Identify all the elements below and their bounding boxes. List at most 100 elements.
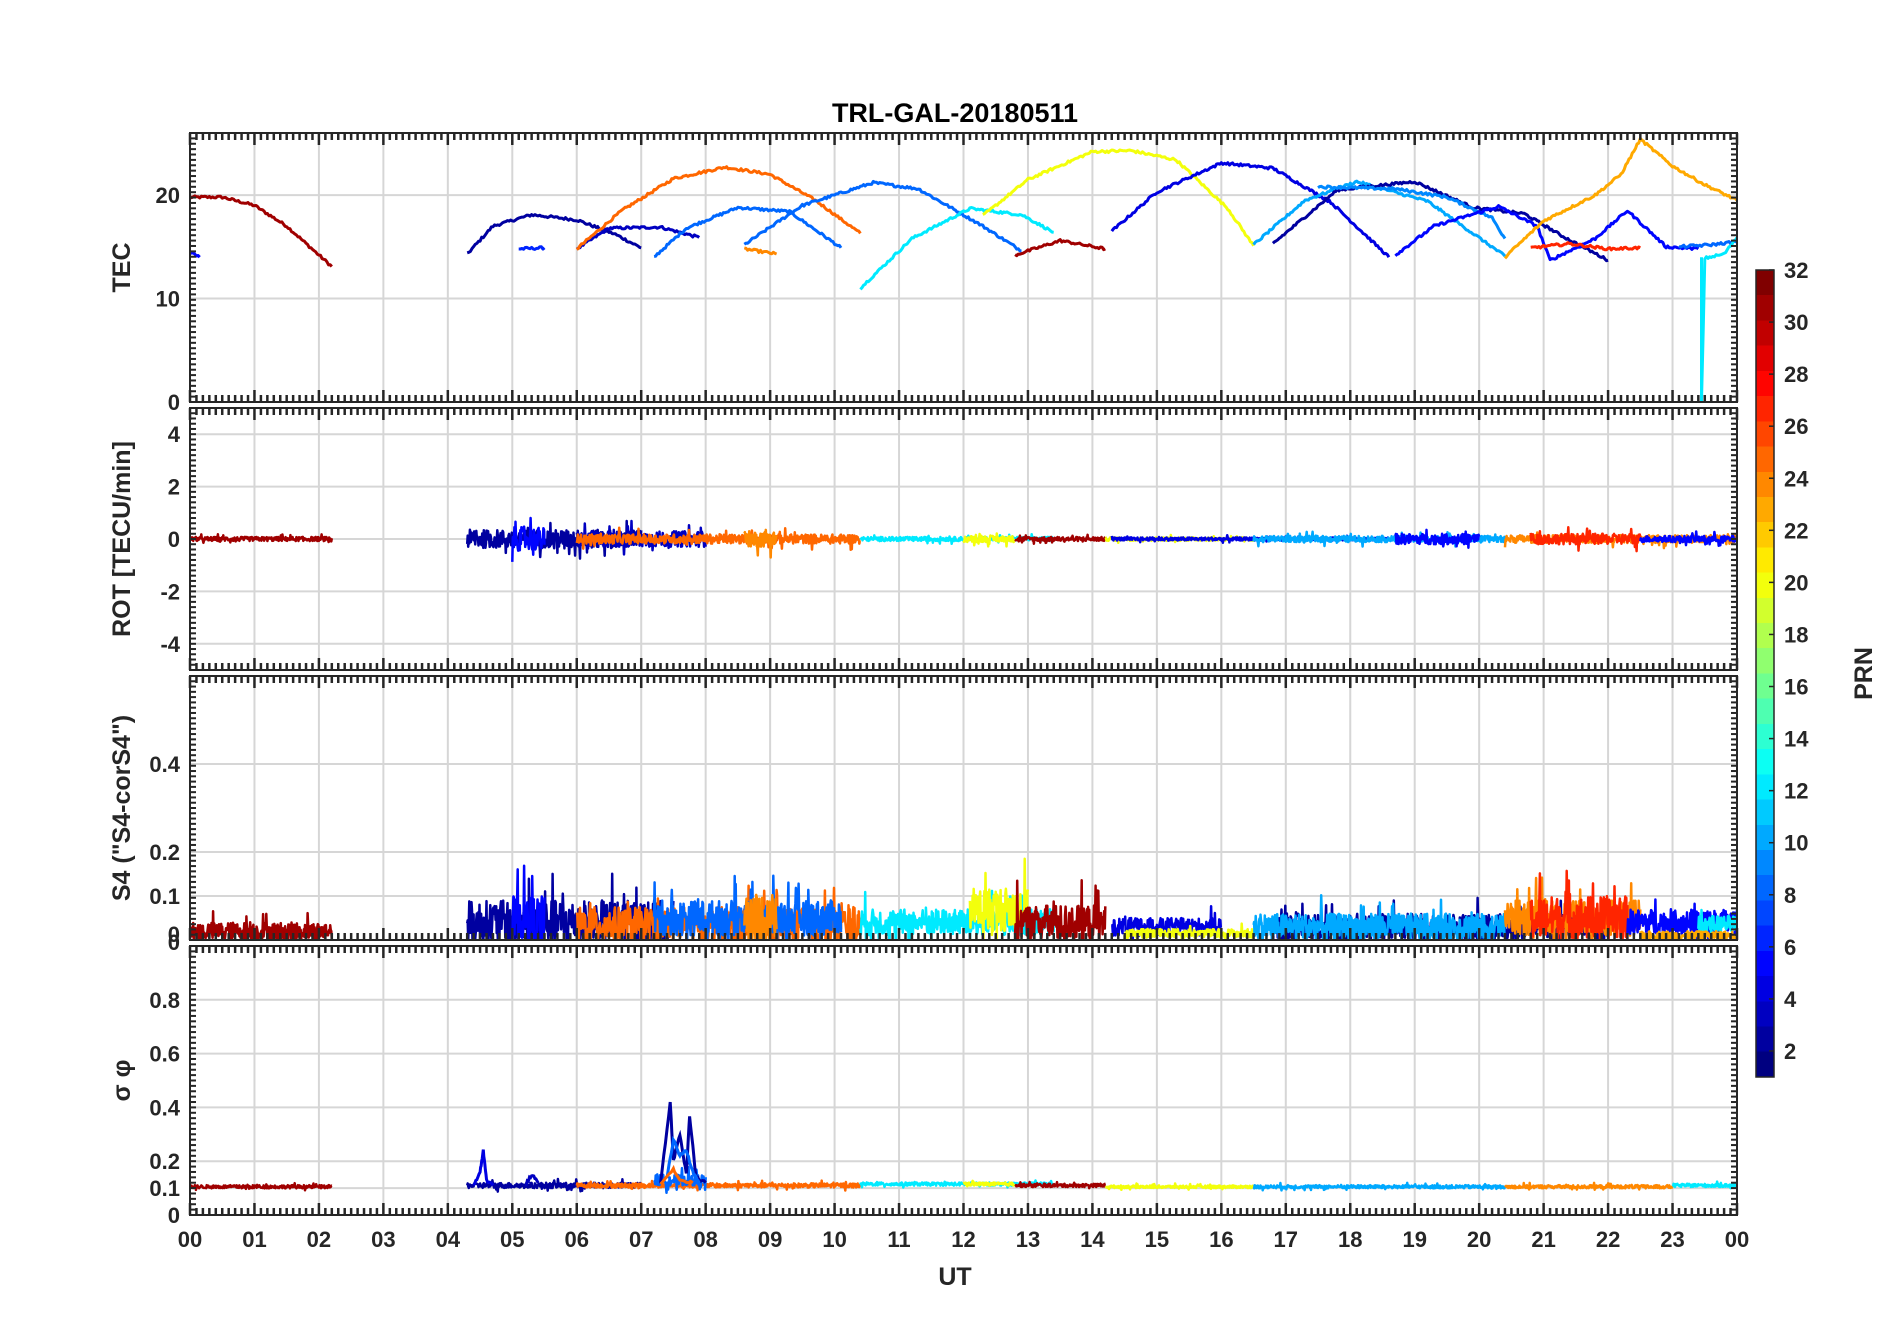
series-prn-27 — [1529, 869, 1629, 940]
series-prn-31 — [190, 194, 333, 268]
y-tick-label: 0.1 — [149, 884, 180, 909]
spike-prn-25 — [659, 1164, 694, 1186]
y-axis-title-tec: TEC — [108, 243, 136, 293]
x-tick-label: 09 — [758, 1227, 782, 1252]
series-prn-9 — [1317, 184, 1507, 240]
colorbar-tick-label: 28 — [1784, 362, 1808, 387]
series-prn-5 — [190, 250, 201, 259]
series-prn-2 — [1271, 180, 1609, 263]
x-tick-label: 16 — [1209, 1227, 1233, 1252]
y-tick-label: 4 — [168, 422, 181, 447]
x-tick-label: 01 — [242, 1227, 266, 1252]
x-tick-label: 21 — [1531, 1227, 1555, 1252]
x-tick-label: 07 — [629, 1227, 653, 1252]
x-tick-label: 10 — [822, 1227, 846, 1252]
y-tick-label: 0.4 — [149, 1095, 180, 1120]
y-tick-label: 0 — [168, 390, 180, 415]
series-group — [190, 857, 1737, 940]
y-tick-labels: 00 0.1 0.2 0.4 — [149, 752, 180, 955]
x-tick-label: 00 — [178, 1227, 202, 1252]
series-prn-20 — [962, 1179, 1016, 1188]
panel-rot: -4 -2 0 2 4 ROT [TECU/min] — [108, 407, 1739, 671]
series-prn-31 — [1014, 238, 1106, 258]
chart-title: TRL-GAL-20180511 — [832, 98, 1078, 128]
y-axis-title-sigma_phi: σ φ — [108, 1060, 136, 1102]
series-prn-25 — [575, 526, 862, 552]
panel-sigma_phi: 00.10.2 0.4 0.6 0.8 σ φ 00 01 02 03 04 05 06 07 08 09 1… — [108, 945, 1749, 1252]
y-axis-title-rot: ROT [TECU/min] — [108, 441, 136, 637]
series-prn-6 — [518, 245, 546, 251]
panel-tec: 0 10 20 TEC — [108, 132, 1739, 415]
x-tick-label: 12 — [951, 1227, 975, 1252]
series-prn-8 — [653, 205, 843, 258]
series-prn-25 — [575, 165, 862, 251]
series-prn-4 — [1111, 904, 1223, 940]
colorbar-tick-label: 20 — [1784, 570, 1808, 595]
series-prn-23 — [1503, 136, 1737, 260]
y-tick-label: 20 — [156, 183, 180, 208]
y-tick-label: -2 — [160, 579, 180, 604]
x-tick-label: 13 — [1016, 1227, 1040, 1252]
series-prn-2 — [465, 872, 675, 940]
series-group — [190, 516, 1737, 562]
y-tick-label: 0.6 — [149, 1042, 180, 1067]
x-tick-label: 00 — [1725, 1227, 1749, 1252]
x-tick-labels: 00 01 02 03 04 05 06 07 08 09 10 11 12 13 14 15 16 17 18 19… — [178, 1227, 1749, 1252]
series-prn-10 — [1252, 893, 1507, 940]
x-tick-label: 20 — [1467, 1227, 1491, 1252]
series-prn-12 — [1671, 1180, 1737, 1190]
x-tick-label: 17 — [1274, 1227, 1298, 1252]
series-prn-5 — [1639, 530, 1737, 548]
tick-marks — [188, 407, 1739, 671]
colorbar-tick-label: 26 — [1784, 414, 1808, 439]
y-tick-label: 0 — [168, 1203, 180, 1228]
series-prn-20 — [982, 148, 1255, 247]
colorbar-tick-label: 14 — [1784, 727, 1809, 752]
series-group — [190, 136, 1737, 402]
series-prn-12 — [859, 206, 1054, 291]
tick-marks — [188, 132, 1739, 403]
x-tick-label: 03 — [371, 1227, 395, 1252]
spike-prn-3 — [524, 1174, 540, 1187]
x-tick-label: 02 — [307, 1227, 331, 1252]
series-prn-24 — [743, 528, 778, 559]
colorbar-tick-label: 30 — [1784, 310, 1808, 335]
tick-marks — [188, 945, 1739, 1216]
y-tick-label: 0.2 — [149, 840, 180, 865]
series-prn-2 — [465, 519, 643, 560]
y-tick-label: 0.8 — [149, 988, 180, 1013]
series-prn-4 — [1110, 161, 1391, 258]
series-prn-24 — [743, 246, 778, 256]
y-tick-label: 10 — [156, 287, 180, 312]
colorbar-tick-label: 16 — [1784, 675, 1808, 700]
y-tick-labels: 0 10 20 — [156, 183, 180, 415]
x-tick-label: 23 — [1660, 1227, 1684, 1252]
x-tick-label: 04 — [436, 1227, 461, 1252]
series-prn-25 — [575, 1179, 862, 1192]
colorbar-tick-label: 2 — [1784, 1039, 1796, 1064]
series-prn-10 — [1252, 1181, 1507, 1192]
series-prn-8 — [1678, 239, 1737, 249]
y-tick-label: 2 — [168, 475, 180, 500]
y-tick-label: 0 — [168, 527, 180, 552]
y-tick-label: 0 — [168, 922, 180, 947]
series-prn-4 — [1110, 533, 1390, 544]
colorbar-tick-label: 6 — [1784, 935, 1796, 960]
series-group — [190, 1101, 1737, 1195]
colorbar-tick-label: 18 — [1784, 622, 1808, 647]
series-prn-24 — [1504, 1181, 1674, 1191]
colorbar-tick-label: 24 — [1784, 466, 1809, 491]
y-tick-label: -4 — [160, 632, 180, 657]
x-tick-label: 11 — [887, 1227, 910, 1252]
y-tick-label: 0.2 — [149, 1149, 180, 1174]
series-prn-20 — [962, 532, 1016, 548]
series-prn-8 — [743, 179, 1022, 253]
spike-prn-8 — [665, 1135, 701, 1184]
colorbar-tick-label: 10 — [1784, 831, 1808, 856]
colorbar-tick-label: 32 — [1784, 258, 1808, 283]
y-tick-label: 0.4 — [149, 752, 180, 777]
colorbar-gradient — [1755, 269, 1775, 1078]
series-prn-27 — [1530, 241, 1641, 252]
